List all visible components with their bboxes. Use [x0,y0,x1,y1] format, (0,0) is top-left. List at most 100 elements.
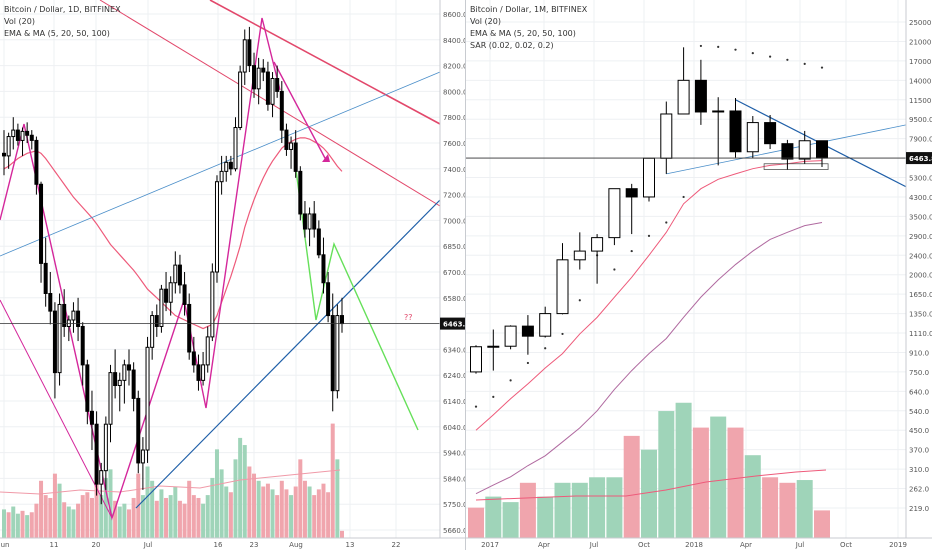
sar-dot [492,395,495,398]
candle-body [108,372,113,425]
monthly-volume-legend: Vol (20) [470,17,501,26]
volume-bar [727,427,744,538]
candle-body [504,325,517,347]
daily-chart-pane[interactable]: ?? 8600.0 8400.0 8200.0 8000.0 7800.0 7600.0 74… [0,0,466,550]
candle-body [168,282,173,303]
price-tick-label: 17000.0 [909,58,932,66]
candle-body [177,264,182,286]
time-tick-label: 2018 [685,541,703,549]
sar-dot [509,379,512,382]
candle-body [307,213,312,230]
volume-bar [145,466,150,538]
price-tick-label: 2900.0 [909,233,932,241]
price-tick-label: 6580.0 [443,295,466,303]
candle-body [265,71,270,105]
time-tick-label: 2017 [481,541,499,549]
price-tick-label: 7800.0 [443,114,466,122]
volume-bar [71,509,76,538]
candle-body [154,315,159,327]
volume-bar [339,530,344,538]
sar-dot [578,299,581,302]
volume-bar [168,495,173,538]
candle-body [521,325,534,337]
pane-divider[interactable] [465,0,466,550]
last-price-badge [440,317,466,330]
candle-body [39,183,44,264]
price-tick-label: 7400.0 [443,166,466,174]
sar-dot [544,347,547,350]
monthly-ema-legend: EMA & MA (5, 20, 50, 100) [470,29,576,38]
support-trendline [135,199,441,509]
volume-bar [814,510,830,538]
price-tick-label: 21000.0 [909,38,932,46]
time-tick-label: 13 [346,541,355,549]
volume-bar [233,459,238,538]
candle-body [326,282,331,317]
time-tick-label: 20 [92,541,101,549]
sar-dot [665,221,668,224]
monthly-chart-legend: Bitcoin / Dollar, 1M, BITFINEX Vol (20) … [470,4,587,52]
candle-body [173,264,178,284]
candle-body [187,303,192,353]
volume-bar [312,495,317,538]
price-tick-label: 450.0 [909,427,929,435]
volume-ma-line [475,469,827,501]
candle-body [71,310,76,321]
candle-body [131,369,136,399]
monthly-chart-pane[interactable]: 25000.0 21000.0 17000.0 14000.0 11500.0 9500.… [466,0,932,550]
volume-ma-line [0,469,341,495]
volume-bar [321,483,326,538]
time-tick-label: Jul [795,541,805,549]
candle-body [487,345,500,348]
candle-body [113,372,118,387]
candle-body [293,142,298,172]
candle-body [321,254,326,284]
monthly-chart-svg[interactable]: 25000.0 21000.0 17000.0 14000.0 11500.0 9500.… [466,0,932,550]
candle-body [99,470,104,485]
volume-bar [275,495,280,538]
volume-bar [43,495,48,538]
candle-body [122,364,127,381]
volume-bar [122,503,127,538]
volume-bar [710,416,727,538]
candle-body [224,161,229,172]
candle-body [330,315,335,392]
volume-bar [15,513,20,538]
candle-body [275,78,280,92]
volume-bar [571,482,588,538]
price-tick-label: 3500.0 [909,213,932,221]
volume-bar [39,480,44,538]
price-tick-label: 11500.0 [909,97,932,105]
volume-bar [182,503,187,538]
candle-body [238,71,243,129]
candle-body [316,228,321,256]
price-tick-label: 6240.0 [443,372,466,380]
sar-dot [561,332,564,336]
candle-body [798,140,811,160]
volume-bar [485,496,502,538]
daily-chart-svg[interactable]: ?? 8600.0 8400.0 8200.0 8000.0 7800.0 7600.0 74… [0,0,466,550]
volume-bar [289,495,294,538]
volume-bar [247,466,252,538]
time-tick-label: Jul [589,541,599,549]
candle-body [284,129,289,150]
volume-bar [201,503,206,538]
time-tick-label: 22 [392,541,401,549]
volume-bar [270,489,275,538]
volume-bar [154,500,159,538]
volume-bar [25,515,30,538]
price-tick-label: 7200.0 [443,192,466,200]
volume-bar [554,482,571,538]
volume-bar [641,449,657,538]
volume-bar [34,503,39,538]
sar-dot [734,48,737,51]
price-tick-label: 7600.0 [443,140,466,148]
volume-bar [205,495,210,538]
price-tick-label: 4300.0 [909,194,932,202]
volume-bar [85,492,90,538]
candle-body [89,410,94,425]
time-tick-label: Jun [0,541,9,549]
candle-body [591,237,604,252]
candle-body [20,130,25,141]
candle-body [15,129,20,141]
